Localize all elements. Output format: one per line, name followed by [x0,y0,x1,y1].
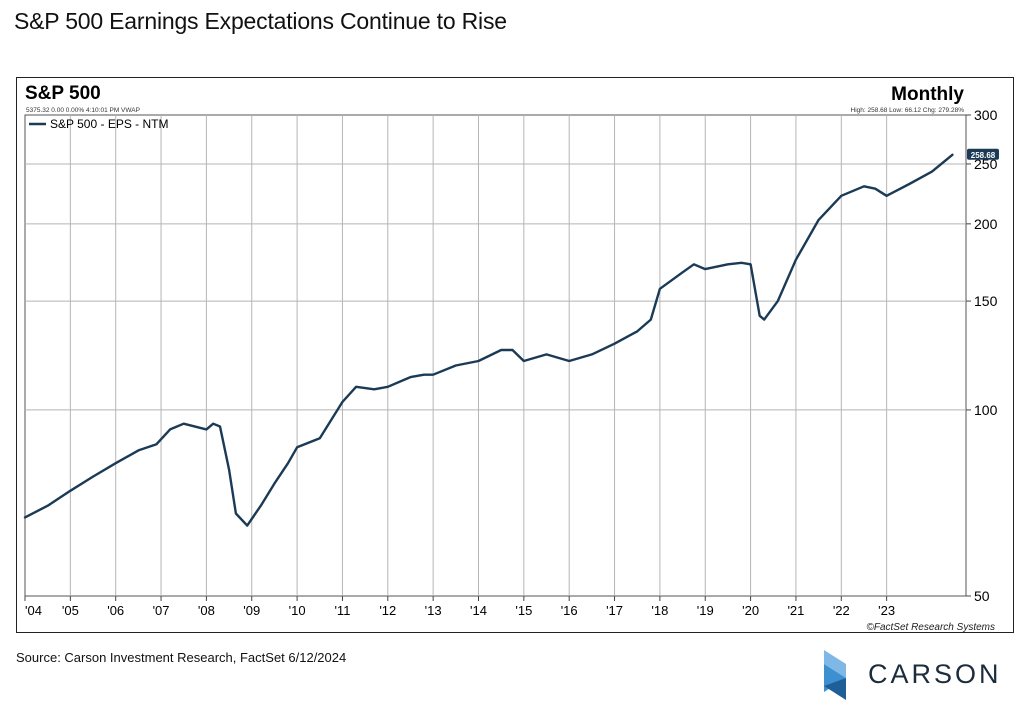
x-tick-label: '23 [878,603,895,618]
credit-text: ©FactSet Research Systems [866,622,995,633]
x-tick-label: '10 [289,603,306,618]
x-tick-label: '05 [62,603,79,618]
y-tick-label: 250 [974,156,998,172]
source-note: Source: Carson Investment Research, Fact… [16,650,347,665]
x-tick-label: '12 [379,603,396,618]
series-line-eps-ntm [23,153,954,527]
y-tick-label: 100 [974,402,998,418]
x-tick-label: '21 [787,603,804,618]
y-axis: 50 100 150 200 250 300 [966,107,998,604]
high-low-info-text: High: 258.68 Low: 66.12 Chg: 279.28% [851,107,965,114]
x-tick-label: '09 [243,603,260,618]
x-tick-label: '07 [153,603,170,618]
carson-logo-icon [824,650,846,700]
x-tick-label: '20 [742,603,759,618]
y-tick-label: 150 [974,293,998,309]
brand-logo: CARSON [820,648,1010,702]
x-tick-label: '18 [651,603,668,618]
chart-frequency: Monthly [891,84,964,105]
chart-panel: S&P 500 Monthly 5375.32 0.00 0.00% 4:10:… [16,77,1014,633]
price-info-text: 5375.32 0.00 0.00% 4:10:01 PM VWAP [26,107,140,114]
last-value-label: 258.68 [971,151,996,160]
x-tick-label: '11 [334,603,350,618]
x-tick-label: '16 [561,603,578,618]
legend-label: S&P 500 - EPS - NTM [50,117,168,131]
x-tick-label: '19 [697,603,714,618]
y-tick-label: 300 [974,107,998,123]
plot-area [24,114,967,597]
brand-name: CARSON [868,659,1002,689]
eps-line-chart: S&P 500 Monthly 5375.32 0.00 0.00% 4:10:… [23,83,999,633]
x-tick-label: '22 [833,603,850,618]
x-tick-label: '06 [107,603,124,618]
y-tick-label: 50 [974,588,990,604]
grid [25,115,966,596]
x-tick-label: '14 [470,603,487,618]
legend: S&P 500 - EPS - NTM [29,117,168,131]
x-tick-label: '04 [25,603,42,618]
last-value-badge: 258.68 [967,148,999,160]
y-tick-label: 200 [974,216,998,232]
series-layer [23,153,954,527]
x-axis: '04 '05 '06 '07 '08 '09 '10 '11 '12 '13 '14 '15 '16 '… [24,596,895,618]
chart-title: S&P 500 [25,83,101,104]
x-tick-label: '13 [425,603,442,618]
x-tick-label: '08 [198,603,215,618]
x-tick-label: '17 [606,603,623,618]
x-tick-label: '15 [515,603,532,618]
page-title: S&P 500 Earnings Expectations Continue t… [14,8,507,34]
